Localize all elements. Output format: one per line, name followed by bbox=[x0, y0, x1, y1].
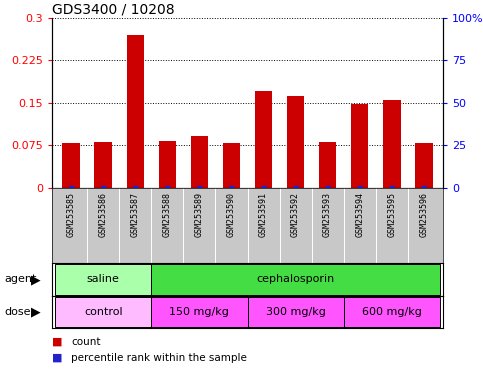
Text: 300 mg/kg: 300 mg/kg bbox=[266, 307, 326, 317]
Bar bbox=[319, 142, 337, 188]
Bar bbox=[247, 296, 343, 327]
Text: control: control bbox=[84, 307, 123, 317]
Bar bbox=[95, 142, 112, 188]
Text: cephalosporin: cephalosporin bbox=[256, 275, 335, 285]
Text: 150 mg/kg: 150 mg/kg bbox=[170, 307, 229, 317]
Bar bbox=[127, 35, 144, 188]
Text: GSM253587: GSM253587 bbox=[131, 192, 140, 237]
Text: percentile rank within the sample: percentile rank within the sample bbox=[71, 353, 247, 363]
Text: GSM253594: GSM253594 bbox=[355, 192, 364, 237]
Text: GSM253593: GSM253593 bbox=[323, 192, 332, 237]
Bar bbox=[191, 136, 208, 188]
Text: GSM253586: GSM253586 bbox=[99, 192, 108, 237]
Bar bbox=[151, 296, 247, 327]
Text: count: count bbox=[71, 337, 101, 347]
Text: dose: dose bbox=[5, 307, 31, 317]
Bar bbox=[223, 143, 240, 188]
Bar bbox=[383, 100, 400, 188]
Text: GSM253592: GSM253592 bbox=[291, 192, 300, 237]
Text: GSM253590: GSM253590 bbox=[227, 192, 236, 237]
Text: ■: ■ bbox=[52, 353, 62, 363]
Bar bbox=[62, 143, 80, 188]
Text: agent: agent bbox=[5, 275, 37, 285]
Text: ▶: ▶ bbox=[31, 273, 41, 286]
Bar bbox=[158, 141, 176, 188]
Bar bbox=[255, 91, 272, 188]
Text: GSM253585: GSM253585 bbox=[67, 192, 76, 237]
Bar bbox=[55, 264, 151, 295]
Text: GSM253589: GSM253589 bbox=[195, 192, 204, 237]
Text: ■: ■ bbox=[52, 337, 62, 347]
Text: GSM253596: GSM253596 bbox=[419, 192, 428, 237]
Text: GDS3400 / 10208: GDS3400 / 10208 bbox=[52, 3, 175, 17]
Text: ▶: ▶ bbox=[31, 306, 41, 318]
Bar bbox=[55, 296, 151, 327]
Text: saline: saline bbox=[87, 275, 120, 285]
Text: GSM253588: GSM253588 bbox=[163, 192, 172, 237]
Bar bbox=[351, 104, 369, 188]
Bar bbox=[343, 296, 440, 327]
Text: 600 mg/kg: 600 mg/kg bbox=[362, 307, 422, 317]
Bar bbox=[287, 96, 304, 188]
Bar bbox=[151, 264, 440, 295]
Text: GSM253595: GSM253595 bbox=[387, 192, 396, 237]
Text: GSM253591: GSM253591 bbox=[259, 192, 268, 237]
Bar bbox=[415, 143, 433, 188]
